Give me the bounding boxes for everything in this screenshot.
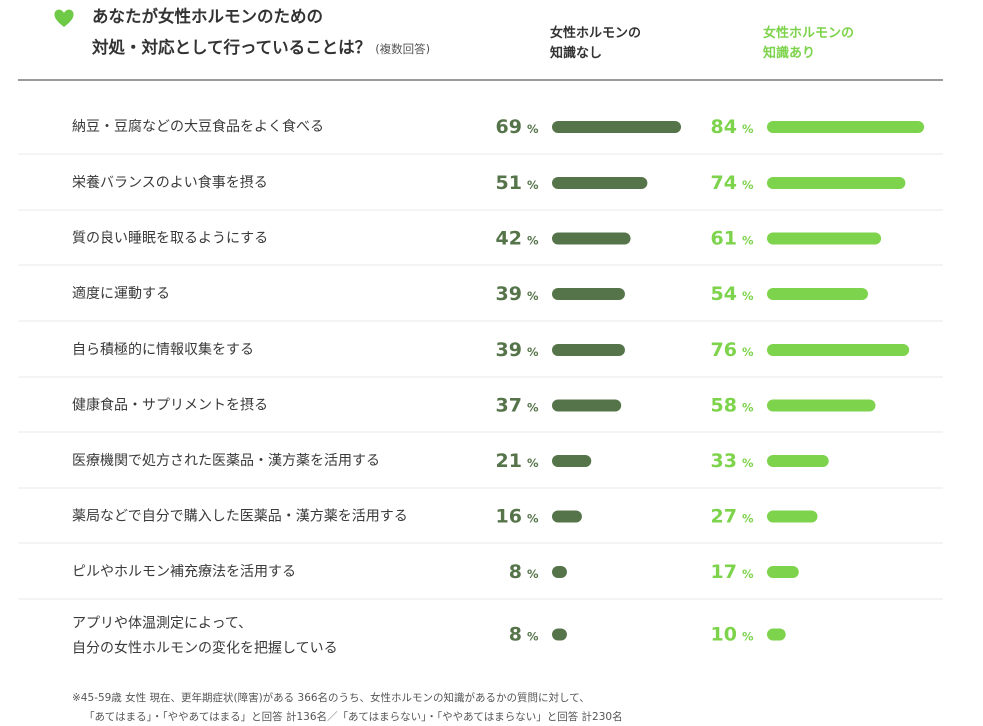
data-label: 42 xyxy=(496,228,522,250)
data-label-unit: % xyxy=(527,567,539,581)
data-label-unit: % xyxy=(742,178,754,192)
legend-series-2-line2: 知識あり xyxy=(763,45,815,61)
legend-series-1-line1: 女性ホルモンの xyxy=(550,25,641,41)
chart-title-line2: 対処・対応として行っていることは？ (複数回答) xyxy=(91,37,430,57)
category-label: 適度に運動する xyxy=(72,285,170,302)
data-label: 54 xyxy=(711,283,737,305)
data-label-unit: % xyxy=(742,456,754,470)
data-label: 61 xyxy=(711,228,737,250)
category-label: ピルやホルモン補充療法を活用する xyxy=(72,563,296,580)
data-label-unit: % xyxy=(742,630,754,644)
data-label-unit: % xyxy=(527,234,539,248)
chart-title-note: (複数回答) xyxy=(375,42,430,56)
data-label: 51 xyxy=(496,172,522,194)
bar xyxy=(552,510,582,523)
category-label: 健康食品・サプリメントを摂る xyxy=(72,397,268,414)
data-label: 17 xyxy=(711,561,737,583)
data-label-unit: % xyxy=(742,234,754,248)
data-label: 39 xyxy=(496,339,522,361)
bar xyxy=(552,566,567,578)
footnote-line2: 「あてはまる」・「ややあてはまる」と回答 計136名／「あてはまらない」・「やや… xyxy=(84,710,623,723)
category-label: 質の良い睡眠を取るようにする xyxy=(72,231,268,247)
data-label: 74 xyxy=(711,172,737,194)
category-label: 自ら積極的に情報収集をする xyxy=(72,341,254,358)
category-label-line: アプリや体温測定によって、 xyxy=(72,616,252,632)
chart-title-line2-main: 対処・対応として行っていることは？ xyxy=(91,37,371,57)
legend-series-2-line1: 女性ホルモンの xyxy=(763,25,854,41)
data-label: 8 xyxy=(509,561,522,583)
data-label-unit: % xyxy=(742,512,754,526)
data-label-unit: % xyxy=(742,289,754,303)
bar xyxy=(767,121,925,133)
chart-rows: 納豆・豆腐などの大豆食品をよく食べる 69% 84 % 栄養バランスのよい食事を摂る 51… xyxy=(18,116,943,657)
category-label: 医療機関で処方された医薬品・漢方薬を活用する xyxy=(72,452,380,469)
bar xyxy=(552,455,592,467)
bar xyxy=(552,177,648,189)
data-label-unit: % xyxy=(527,456,539,470)
bar xyxy=(767,566,799,578)
legend-series-1-line2: 知識なし xyxy=(550,45,602,61)
data-label: 10 xyxy=(711,624,737,646)
data-label-unit: % xyxy=(527,630,539,644)
data-label-unit: % xyxy=(742,122,754,136)
data-label-unit: % xyxy=(527,122,539,136)
data-label: 33 xyxy=(711,450,737,472)
category-label: アプリや体温測定によって、自分の女性ホルモンの変化を把握している xyxy=(72,616,338,657)
data-label-unit: % xyxy=(742,567,754,581)
data-label-unit: % xyxy=(527,401,539,415)
bar xyxy=(767,232,882,245)
data-label: 39 xyxy=(496,283,522,305)
bar xyxy=(552,399,622,412)
category-label: 栄養バランスのよい食事を摂る xyxy=(72,174,268,191)
bar xyxy=(552,121,682,133)
data-label: 37 xyxy=(496,395,522,417)
bar xyxy=(767,177,906,189)
bar xyxy=(552,628,567,641)
footnote-line1: ※45-59歳 女性 現在、更年期症状(障害)がある 366名のうち、女性ホルモ… xyxy=(72,691,590,704)
data-label: 58 xyxy=(711,395,737,417)
data-label: 69 xyxy=(496,116,522,138)
bar xyxy=(552,344,625,356)
data-label-unit: % xyxy=(527,178,539,192)
bar xyxy=(767,510,818,523)
bar xyxy=(767,455,829,467)
bar xyxy=(767,399,876,412)
chart-title-line1: あなたが女性ホルモンのための xyxy=(92,6,323,26)
data-label-unit: % xyxy=(527,512,539,526)
data-label-unit: % xyxy=(527,345,539,359)
bar xyxy=(767,344,910,356)
data-label: 27 xyxy=(711,506,737,528)
data-label-unit: % xyxy=(742,401,754,415)
category-label: 納豆・豆腐などの大豆食品をよく食べる xyxy=(72,118,324,135)
data-label-unit: % xyxy=(742,345,754,359)
data-label: 21 xyxy=(496,450,522,472)
data-label-unit: % xyxy=(527,289,539,303)
bar xyxy=(552,232,631,245)
data-label: 76 xyxy=(711,339,737,361)
category-label: 薬局などで自分で購入した医薬品・漢方薬を活用する xyxy=(72,509,408,525)
data-label: 84 xyxy=(711,116,737,138)
data-label: 16 xyxy=(496,506,522,528)
category-label-line: 自分の女性ホルモンの変化を把握している xyxy=(72,640,338,657)
heart-icon xyxy=(54,9,74,27)
bar xyxy=(767,288,868,300)
data-label: 8 xyxy=(509,624,522,646)
bar xyxy=(552,288,625,300)
bar xyxy=(767,628,786,641)
